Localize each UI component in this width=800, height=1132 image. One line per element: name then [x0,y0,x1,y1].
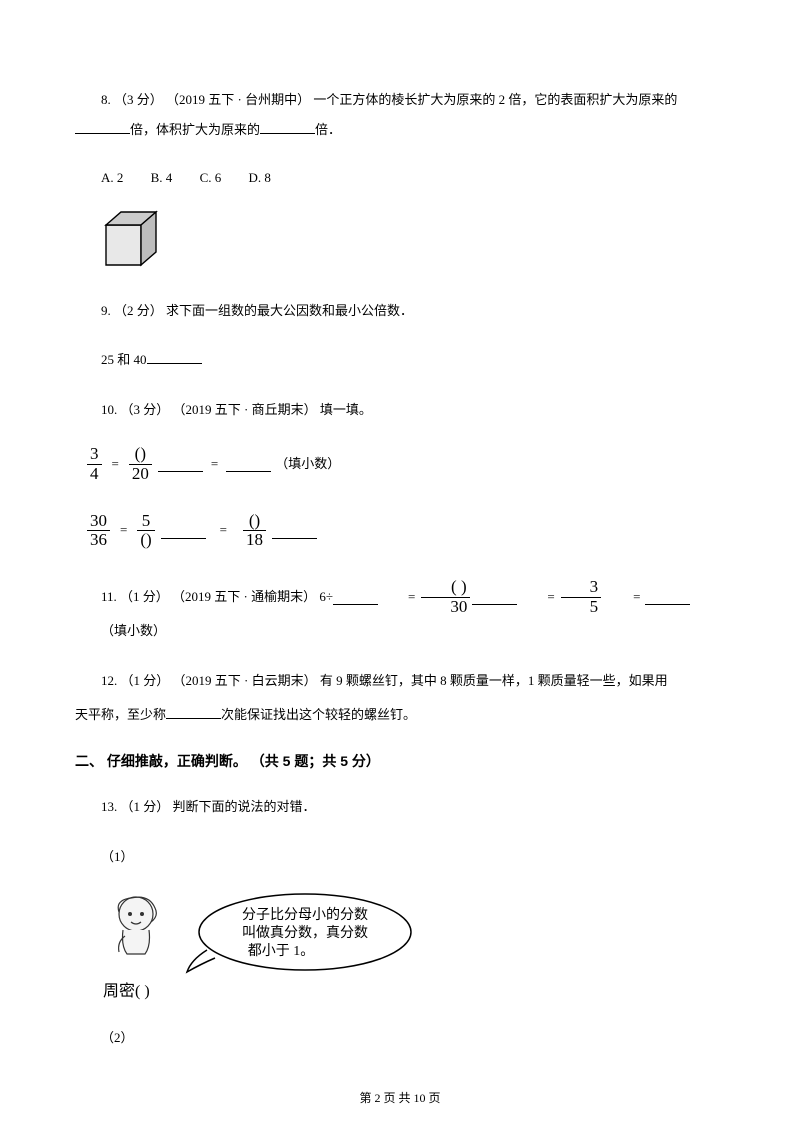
q11-text: 11. （1 分） （2019 五下 · 通榆期末） 6÷ [75,582,333,612]
equals-sign: = [382,582,415,612]
question-9-sub: 25 和 40 [75,345,725,375]
option-c: C. 6 [200,170,222,185]
cube-icon [103,209,165,269]
fraction: 5 () [137,512,154,550]
q10-equation-1: 3 4 = () 20 = （填小数） [85,445,725,483]
equals-sign: = [112,454,119,475]
equals-sign: = [521,582,554,612]
q12-text-b: 天平称，至少称 [75,707,166,722]
blank[interactable] [272,523,317,539]
q9-sub-text: 25 和 40 [101,352,147,367]
character-name: 周密( ) [103,979,173,1005]
q9-text: 9. （2 分） 求下面一组数的最大公因数和最小公倍数． [101,303,413,318]
blank[interactable] [158,456,203,472]
hint-text: （填小数） [275,454,340,475]
blank[interactable] [161,523,206,539]
blank[interactable] [75,118,130,134]
hint-text: （填小数） [75,616,166,646]
speech-line-1: 分子比分母小的分数 [242,907,368,923]
fraction: 30 36 [87,512,110,550]
speech-bubble-icon: 分子比分母小的分数 叫做真分数，真分数 都小于 1。 [185,892,415,978]
equals-sign: = [220,520,227,541]
speech-figure: 周密( ) 分子比分母小的分数 叫做真分数，真分数 都小于 1。 [103,892,725,1004]
character-icon [103,892,173,968]
question-10: 10. （3 分） （2019 五下 · 商丘期末） 填一填。 [75,395,725,425]
q12-text-a: 12. （1 分） （2019 五下 · 白云期末） 有 9 颗螺丝钉，其中 8… [101,673,668,688]
q8-options: A. 2 B. 4 C. 6 D. 8 [75,165,725,191]
question-8: 8. （3 分） （2019 五下 · 台州期中） 一个正方体的棱长扩大为原来的… [75,85,725,145]
blank[interactable] [166,703,221,719]
equals-sign: = [211,454,218,475]
speech-line-2: 叫做真分数，真分数 [242,925,368,941]
blank[interactable] [333,589,378,605]
q12-text-c: 次能保证找出这个较轻的螺丝钉。 [221,707,416,722]
question-13: 13. （1 分） 判断下面的说法的对错． [75,792,725,822]
option-b: B. 4 [151,170,173,185]
option-d: D. 8 [248,170,270,185]
fraction: () 18 [243,512,266,550]
blank[interactable] [645,589,690,605]
question-12-cont: 天平称，至少称 次能保证找出这个较轻的螺丝钉。 [75,700,725,730]
section-2-title: 二、 仔细推敲，正确判断。 （共 5 题；共 5 分） [75,750,725,772]
q8-text-a: 8. （3 分） （2019 五下 · 台州期中） 一个正方体的棱长扩大为原来的… [101,92,677,107]
blank[interactable] [472,589,517,605]
q13-text: 13. （1 分） 判断下面的说法的对错． [101,799,316,814]
equals-sign: = [607,582,640,612]
fraction: 3 4 [87,445,102,483]
cube-figure [103,209,725,276]
q13-sub1-text: （1） [101,849,134,864]
q8-text-c: 倍． [315,122,341,137]
fraction: () 20 [129,445,152,483]
blank[interactable] [147,348,202,364]
fraction: 3 5 [561,578,602,616]
speech-line-3: 都小于 1。 [248,943,315,959]
question-13-sub2: （2） [75,1023,725,1053]
blank[interactable] [226,456,271,472]
question-13-sub1: （1） [75,842,725,872]
page-footer: 第 2 页 共 10 页 [0,1089,800,1108]
question-9: 9. （2 分） 求下面一组数的最大公因数和最小公倍数． [75,296,725,326]
equals-sign: = [120,520,127,541]
q13-sub2-text: （2） [101,1030,134,1045]
q10-text: 10. （3 分） （2019 五下 · 商丘期末） 填一填。 [101,402,372,417]
option-a: A. 2 [101,170,123,185]
character-and-label: 周密( ) [103,892,173,1004]
q10-equation-2: 30 36 = 5 () = () 18 [85,512,725,550]
blank[interactable] [260,118,315,134]
fraction: ( ) 30 [421,578,470,616]
question-12: 12. （1 分） （2019 五下 · 白云期末） 有 9 颗螺丝钉，其中 8… [75,666,725,696]
question-11: 11. （1 分） （2019 五下 · 通榆期末） 6÷ = ( ) 30 =… [75,578,725,646]
q8-text-b: 倍，体积扩大为原来的 [130,122,260,137]
